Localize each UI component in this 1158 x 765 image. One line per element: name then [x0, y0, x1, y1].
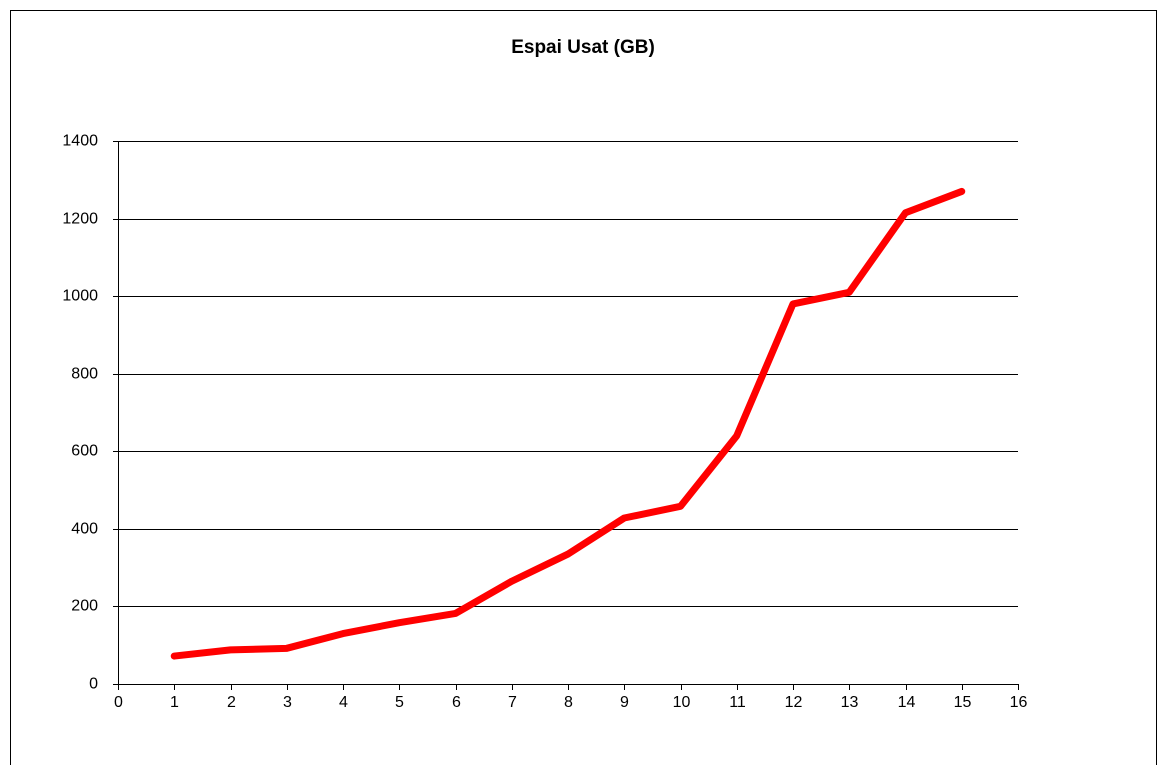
x-tick-label: 9 [620, 694, 629, 711]
y-tick-label: 800 [71, 366, 98, 383]
x-tick-label: 10 [673, 694, 691, 711]
x-tick-label: 14 [898, 694, 916, 711]
x-tick-label: 15 [954, 694, 972, 711]
x-tick-label: 3 [283, 694, 292, 711]
x-tick-label: 8 [564, 694, 573, 711]
y-tick-label: 1000 [62, 288, 98, 305]
y-tick-label: 400 [71, 521, 98, 538]
x-tick-label: 7 [508, 694, 517, 711]
x-tick-label: 6 [452, 694, 461, 711]
y-tick-label: 600 [71, 443, 98, 460]
x-tick-label: 13 [841, 694, 859, 711]
y-tick-label: 200 [71, 598, 98, 615]
x-tick-label: 5 [395, 694, 404, 711]
y-tick-label: 0 [89, 676, 98, 693]
x-tick-label: 4 [339, 694, 348, 711]
x-tick-label: 2 [227, 694, 236, 711]
x-tick-label: 1 [170, 694, 179, 711]
x-tick-label: 12 [785, 694, 803, 711]
x-tick-label: 11 [729, 694, 746, 711]
y-tick-label: 1200 [62, 211, 98, 228]
x-tick-label: 16 [1010, 694, 1028, 711]
x-tick-label: 0 [114, 694, 123, 711]
data-line [170, 187, 966, 660]
y-tick-label: 1400 [62, 133, 98, 150]
chart-border [10, 10, 1157, 765]
chart-title: Espai Usat (GB) [511, 37, 655, 58]
